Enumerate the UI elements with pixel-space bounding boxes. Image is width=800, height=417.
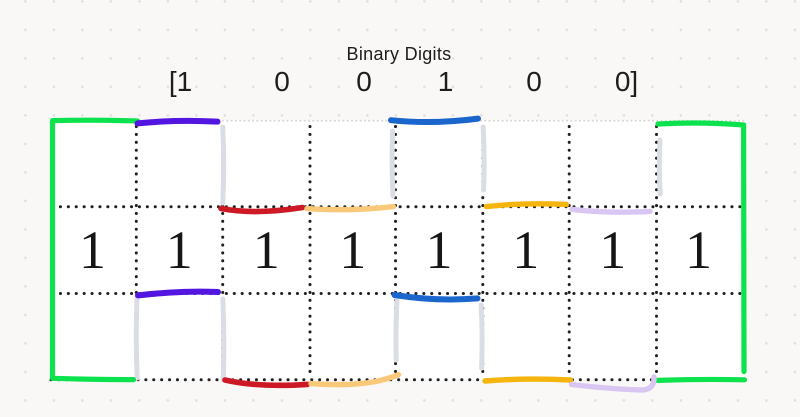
green-right-bottom-stroke[interactable]: [654, 376, 748, 383]
purple-top-stroke[interactable]: [134, 117, 221, 127]
gray-stroke[interactable]: [220, 296, 227, 383]
gray-stroke[interactable]: [480, 124, 487, 193]
cell-value[interactable]: 1: [165, 220, 193, 280]
marker-strokes: [49, 115, 748, 393]
gray-stroke[interactable]: [393, 297, 400, 363]
cell-value[interactable]: 1: [425, 220, 453, 280]
cell-value[interactable]: 1: [599, 220, 627, 280]
green-right-corner-stroke[interactable]: [655, 120, 747, 375]
binary-digit[interactable]: 0]: [614, 66, 639, 97]
gray-stroke[interactable]: [656, 137, 663, 197]
page-title[interactable]: Binary Digits: [346, 44, 452, 64]
cell-value[interactable]: 1: [79, 220, 106, 280]
blue-top-stroke[interactable]: [388, 115, 481, 126]
gray-marker-strokes: [133, 124, 663, 383]
lavender-bottom-stroke[interactable]: [568, 374, 657, 393]
red-bottom-stroke[interactable]: [222, 377, 311, 389]
blue-middle-stroke[interactable]: [391, 292, 481, 303]
red-top-stroke[interactable]: [218, 204, 306, 215]
green-left-bracket-stroke[interactable]: [49, 117, 141, 383]
cell-value[interactable]: 1: [685, 220, 712, 280]
binary-digit[interactable]: [1: [168, 66, 193, 97]
gold-bottom-stroke[interactable]: [482, 376, 574, 384]
gray-stroke[interactable]: [133, 294, 140, 381]
orange-top-stroke[interactable]: [304, 203, 397, 213]
orange-bottom-stroke[interactable]: [308, 371, 402, 388]
gold-top-stroke[interactable]: [483, 201, 570, 210]
binary-digit[interactable]: 0: [274, 66, 290, 97]
binary-digit[interactable]: 0: [526, 66, 542, 97]
lavender-top-stroke[interactable]: [569, 206, 653, 215]
cell-value[interactable]: 1: [339, 220, 367, 280]
cell-value[interactable]: 1: [512, 220, 540, 280]
gray-stroke[interactable]: [478, 302, 485, 371]
gray-stroke[interactable]: [389, 128, 396, 199]
binary-digit[interactable]: 1: [437, 66, 454, 97]
purple-middle-stroke[interactable]: [135, 288, 221, 299]
cell-value[interactable]: 1: [252, 220, 280, 280]
binary-table-borders[interactable]: [49, 125, 746, 382]
gray-stroke[interactable]: [220, 124, 227, 206]
binary-digit[interactable]: 0: [356, 66, 372, 97]
